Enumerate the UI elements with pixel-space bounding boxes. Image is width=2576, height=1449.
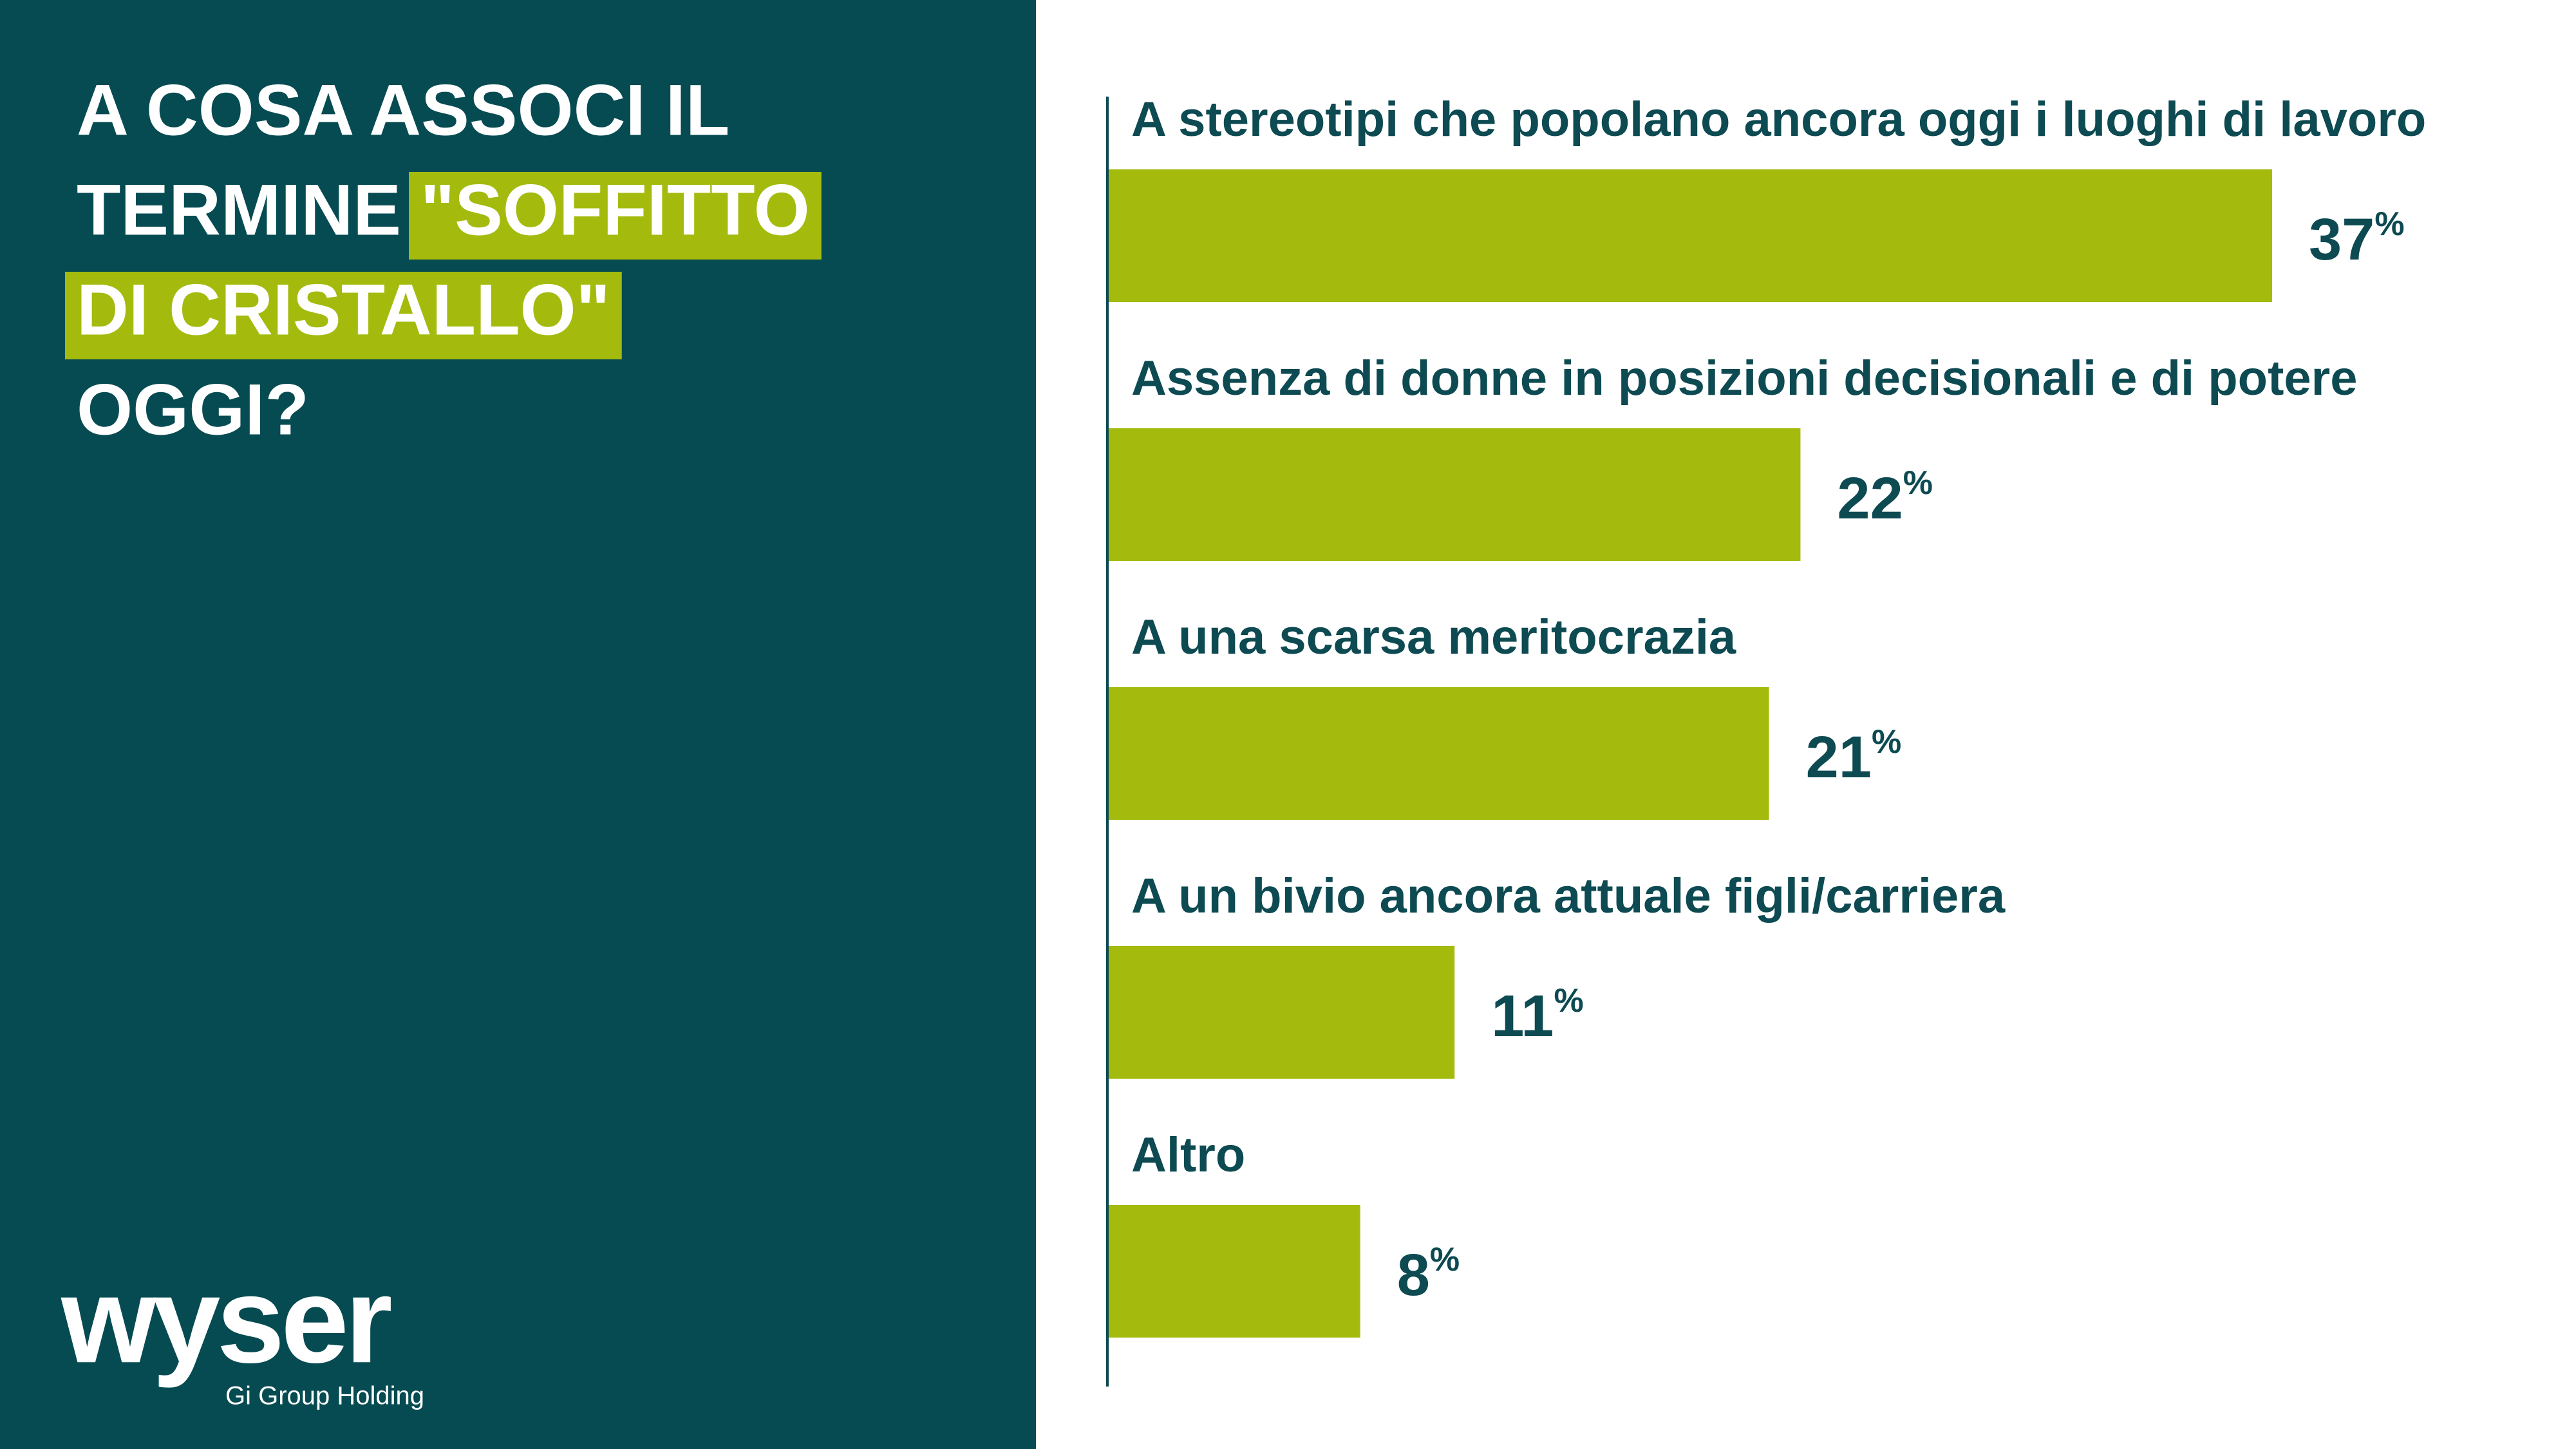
bar (1109, 169, 2272, 302)
category-label: A stereotipi che popolano ancora oggi i … (1131, 92, 2426, 147)
logo-subtitle: Gi Group Holding (225, 1382, 424, 1410)
value-label: 22% (1837, 464, 1933, 532)
bar (1109, 1205, 1360, 1338)
bar (1109, 946, 1455, 1079)
title: A COSA ASSOCI IL TERMINE "SOFFITTO DI CRIST… (65, 70, 822, 450)
bar (1109, 428, 1801, 561)
title-line: TERMINE (77, 170, 401, 251)
title-highlight (409, 172, 822, 260)
category-label: Altro (1131, 1128, 1245, 1182)
title-highlight-text: DI CRISTALLO" (77, 270, 610, 350)
category-label: A un bivio ancora attuale figli/carriera (1131, 869, 2006, 923)
title-highlight-text: "SOFFITTO (420, 170, 810, 251)
value-label: 21% (1806, 723, 1902, 791)
logo: wyser (61, 1252, 391, 1388)
value-label: 8% (1397, 1241, 1460, 1309)
value-label: 11% (1491, 982, 1584, 1050)
title-highlight (65, 272, 622, 359)
bar (1109, 687, 1769, 820)
title-line: OGGI? (77, 370, 309, 450)
category-label: Assenza di donne in posizioni decisional… (1131, 351, 2358, 406)
category-label: A una scarsa meritocrazia (1131, 610, 1736, 665)
value-label: 37% (2309, 205, 2405, 273)
title-line: A COSA ASSOCI IL (77, 70, 729, 151)
